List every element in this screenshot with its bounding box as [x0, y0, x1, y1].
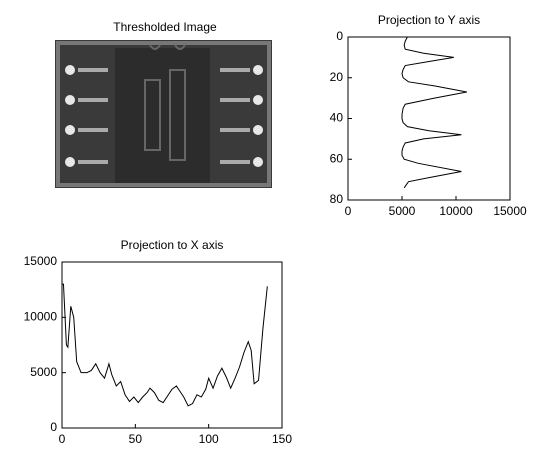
projection-line: [401, 36, 467, 189]
y-tick-label: 60: [330, 151, 344, 165]
image-title: Thresholded Image: [113, 20, 217, 34]
y-tick-label: 40: [330, 111, 344, 125]
x-tick-label: 100: [199, 432, 219, 446]
y-tick-label: 0: [336, 29, 343, 43]
x-tick-label: 10000: [439, 204, 473, 218]
thresholded-image: [55, 40, 272, 188]
x-tick-label: 50: [129, 432, 143, 446]
y-tick-label: 15000: [24, 254, 58, 268]
y-tick-label: 20: [330, 70, 344, 84]
y-tick-label: 10000: [24, 310, 58, 324]
chart-title: Projection to Y axis: [378, 13, 480, 27]
y-tick-label: 80: [330, 192, 344, 206]
x-tick-label: 150: [272, 432, 292, 446]
y-tick-label: 5000: [30, 365, 57, 379]
y-tick-label: 0: [50, 420, 57, 434]
x-tick-label: 5000: [389, 204, 416, 218]
x-tick-label: 0: [59, 432, 66, 446]
axes-box: [61, 261, 283, 429]
projection-line: [62, 283, 268, 407]
x-tick-label: 15000: [493, 204, 527, 218]
chart-title: Projection to X axis: [121, 238, 224, 252]
x-tick-label: 0: [345, 204, 352, 218]
